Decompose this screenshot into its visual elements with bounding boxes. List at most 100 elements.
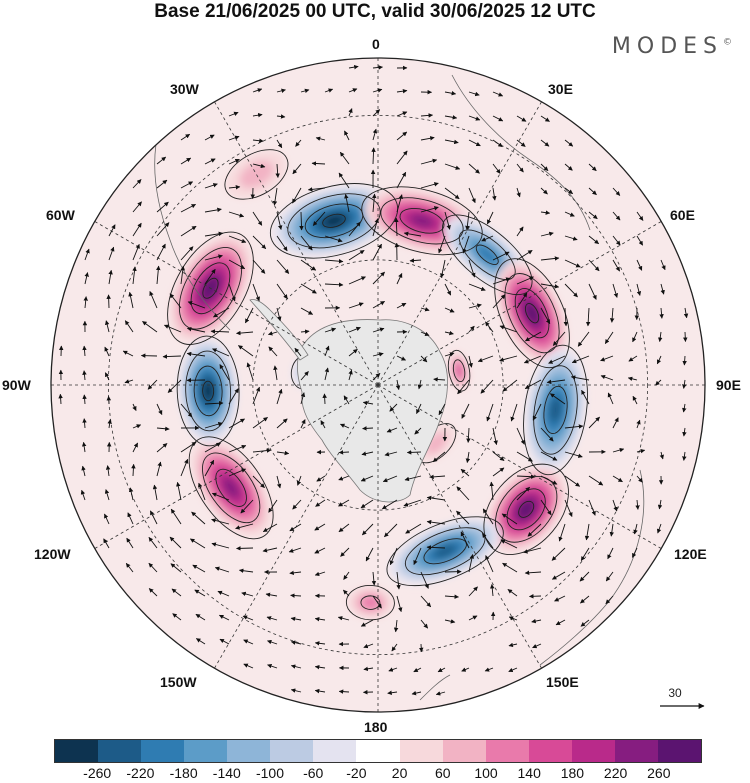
lon-label-90e: 90E	[716, 377, 741, 393]
wind-vector	[420, 595, 432, 608]
wind-vector	[107, 419, 112, 429]
wind-vector	[612, 235, 621, 246]
brand-name: MODES	[611, 34, 723, 59]
wind-vector	[396, 150, 408, 165]
wind-vector	[128, 487, 134, 501]
wind-vector	[444, 90, 457, 96]
wind-vector	[372, 88, 383, 93]
wind-vector	[82, 394, 87, 405]
wind-vector	[176, 481, 182, 501]
brand-mark: ©	[723, 37, 732, 48]
wind-vector	[580, 619, 590, 627]
wind-vector	[480, 379, 494, 394]
wind-vector	[252, 88, 263, 93]
wind-vector	[204, 134, 215, 141]
wind-vector	[396, 302, 407, 309]
lon-label-150e: 150E	[546, 674, 579, 690]
wind-vector	[516, 292, 528, 309]
wind-vector	[682, 451, 687, 461]
wind-vector	[492, 294, 506, 309]
wind-vector	[384, 523, 398, 538]
wind-vector	[213, 307, 230, 318]
colorbar-tick-label: 140	[517, 765, 541, 781]
wind-vector	[438, 235, 446, 254]
wind-vector	[348, 369, 353, 381]
wind-vector	[152, 484, 158, 501]
wind-vector	[540, 139, 550, 147]
wind-vector	[682, 403, 687, 413]
wind-vector	[180, 157, 192, 165]
wind-vector	[292, 163, 302, 175]
wind-vector	[468, 91, 480, 97]
wind-vector	[217, 590, 230, 597]
wind-vector	[169, 536, 182, 549]
wind-vector	[243, 663, 254, 669]
wind-vector	[314, 571, 326, 577]
wind-vector	[228, 135, 240, 141]
wind-vector	[315, 499, 326, 507]
lon-label-120w: 120W	[34, 546, 71, 562]
wind-vector	[554, 595, 566, 602]
wind-vector	[288, 547, 302, 553]
africa-coast	[451, 74, 591, 231]
wind-vector	[104, 372, 110, 381]
wind-vector	[636, 283, 642, 296]
wind-vector	[444, 139, 459, 145]
wind-vector	[252, 259, 266, 274]
wind-vector	[324, 327, 337, 333]
contour-line	[458, 229, 516, 281]
wind-vector	[438, 403, 446, 416]
wind-vector	[516, 163, 524, 173]
wind-vector	[628, 355, 638, 362]
wind-vector	[82, 418, 87, 429]
anomaly-level	[202, 381, 214, 401]
contour-line	[167, 231, 254, 345]
reference-vector-value: 30	[668, 686, 682, 700]
wind-vector	[276, 88, 286, 93]
wind-vector	[314, 523, 326, 531]
wind-vector	[507, 589, 518, 597]
map-title: Base 21/06/2025 00 UTC, valid 30/06/2025…	[154, 1, 596, 22]
wind-vector	[502, 379, 518, 392]
wind-vector	[404, 475, 422, 482]
wind-vector	[564, 235, 578, 241]
wind-vector	[492, 467, 505, 477]
wind-vector	[58, 393, 63, 405]
wind-vector	[439, 259, 446, 279]
wind-vector	[228, 468, 247, 477]
colorbar-tick-label: -60	[303, 765, 324, 781]
contour-line	[399, 208, 445, 234]
wind-vector	[612, 187, 621, 196]
wind-vector	[396, 111, 408, 117]
wind-vector	[103, 538, 110, 549]
wind-vector	[324, 282, 344, 287]
wind-vector	[180, 458, 189, 477]
wind-vector	[466, 427, 471, 443]
wind-vector	[682, 379, 687, 389]
wind-vector	[516, 474, 536, 479]
wind-vector	[508, 616, 518, 621]
wind-vector	[348, 64, 359, 70]
wind-vector	[228, 111, 239, 117]
wind-vector	[228, 444, 247, 453]
wind-vector	[228, 283, 236, 302]
wind-vector	[540, 231, 554, 237]
wind-vector	[276, 114, 286, 119]
wind-vector	[492, 451, 505, 461]
wind-vector	[588, 475, 604, 486]
wind-vector	[300, 419, 306, 429]
wind-vector	[563, 307, 569, 327]
wind-vector	[125, 562, 134, 573]
wind-vector	[267, 331, 278, 336]
wind-vector	[180, 225, 197, 237]
wind-vector	[540, 163, 549, 172]
contour-line	[533, 365, 578, 455]
wind-vector	[372, 65, 384, 70]
wind-vector	[362, 426, 374, 431]
wind-vector	[413, 667, 422, 673]
colorbar-swatch	[313, 740, 357, 762]
wind-vector	[81, 441, 87, 453]
colorbar-swatch	[184, 740, 228, 762]
colorbar-tick-label: 60	[435, 765, 451, 781]
wind-vector	[314, 641, 326, 646]
